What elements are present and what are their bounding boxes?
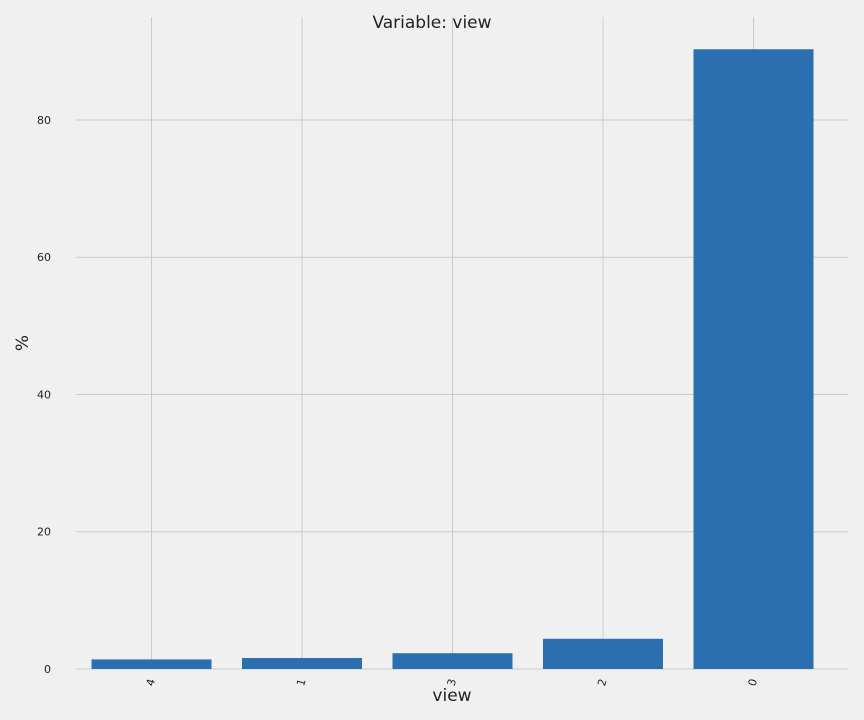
x-tick-label: 3: [445, 677, 459, 687]
x-axis-label: view: [432, 686, 471, 706]
y-tick-label: 60: [37, 251, 51, 264]
bar-4: [91, 659, 212, 669]
x-tick-label: 2: [595, 677, 609, 687]
y-tick-label: 40: [37, 388, 51, 401]
bar-3: [392, 653, 513, 669]
bar-2: [543, 638, 663, 669]
y-tick-label: 0: [44, 663, 51, 676]
bars-layer: [91, 49, 814, 670]
x-tick-label: 4: [144, 677, 158, 687]
x-tick-label: 0: [746, 677, 760, 687]
bar-1: [242, 658, 362, 669]
chart-title: Variable: view: [372, 13, 491, 33]
x-tick-label: 1: [294, 677, 308, 687]
y-axis-label: %: [13, 335, 33, 351]
y-tick-label: 80: [37, 114, 51, 127]
y-tick-label: 20: [37, 526, 51, 539]
bar-0: [693, 49, 814, 670]
